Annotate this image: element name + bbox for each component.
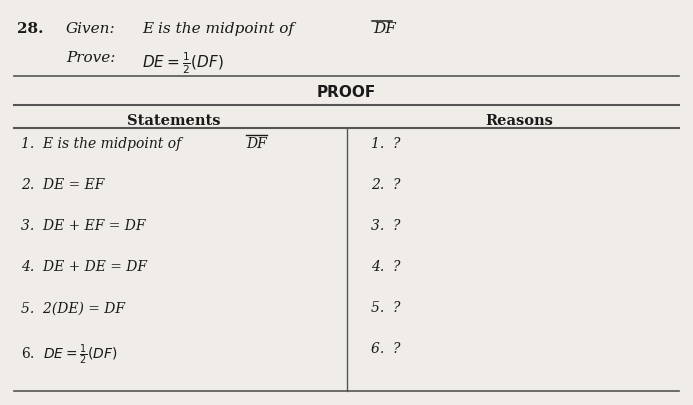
Text: Given:: Given: xyxy=(66,22,116,36)
Text: 28.: 28. xyxy=(17,22,44,36)
Text: 5.  ?: 5. ? xyxy=(371,301,401,314)
Text: DF: DF xyxy=(373,22,396,36)
Text: 6.  ?: 6. ? xyxy=(371,341,401,355)
Text: 6.  $\mathit{DE} = \frac{1}{2}\mathit{(DF)}$: 6. $\mathit{DE} = \frac{1}{2}\mathit{(DF… xyxy=(21,341,118,366)
Text: 1.  E is the midpoint of: 1. E is the midpoint of xyxy=(21,137,186,151)
Text: 2.  DE = EF: 2. DE = EF xyxy=(21,178,104,192)
Text: Reasons: Reasons xyxy=(486,114,554,128)
Text: E is the midpoint of: E is the midpoint of xyxy=(142,22,299,36)
Text: $\mathit{DE} = \frac{1}{2}\mathit{(DF)}$: $\mathit{DE} = \frac{1}{2}\mathit{(DF)}$ xyxy=(142,51,224,76)
Text: 1.  ?: 1. ? xyxy=(371,137,401,151)
Text: 2.  ?: 2. ? xyxy=(371,178,401,192)
Text: PROOF: PROOF xyxy=(317,85,376,100)
Text: DF: DF xyxy=(247,137,267,151)
Text: 4.  ?: 4. ? xyxy=(371,260,401,273)
Text: Statements: Statements xyxy=(127,114,220,128)
Text: 5.  2(DE) = DF: 5. 2(DE) = DF xyxy=(21,301,125,314)
Text: 3.  ?: 3. ? xyxy=(371,219,401,232)
Text: 4.  DE + DE = DF: 4. DE + DE = DF xyxy=(21,260,147,273)
Text: 3.  DE + EF = DF: 3. DE + EF = DF xyxy=(21,219,146,232)
Text: Prove:: Prove: xyxy=(66,51,115,64)
